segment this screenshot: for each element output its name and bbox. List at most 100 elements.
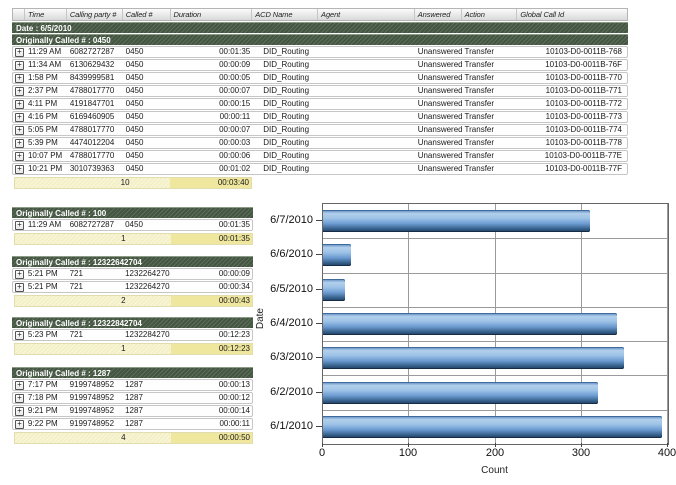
- call-row[interactable]: +9:21 PM 9199748952 1287 00:00:14: [12, 405, 253, 417]
- expand-cell: +: [13, 269, 25, 279]
- column-header-agent[interactable]: Agent: [318, 9, 415, 20]
- cell-acd-name: DID_Routing: [263, 60, 310, 69]
- cell-acd-name: DID_Routing: [263, 112, 310, 121]
- summary-spacer: [15, 178, 113, 188]
- chart-x-axis-title: Count: [481, 465, 508, 476]
- cell-called: 0450: [125, 112, 144, 121]
- cell-agent: [318, 138, 415, 148]
- expand-row-button[interactable]: +: [15, 220, 24, 230]
- originally-called-group-header: Originally Called # : 0450: [12, 34, 628, 45]
- expand-row-button[interactable]: +: [15, 60, 24, 70]
- cell-time: 4:16 PM: [27, 112, 58, 121]
- cell-called: 0450: [125, 151, 144, 160]
- chart-bar: [323, 279, 345, 301]
- cell-called: 0450: [125, 138, 144, 147]
- gridline-horizontal: [323, 273, 668, 274]
- mini-group-table: Originally Called # : 1287 +7:17 PM 919974…: [12, 366, 253, 444]
- column-header-duration[interactable]: Duration: [171, 9, 253, 20]
- cell-action: Transfer: [464, 60, 495, 69]
- call-row[interactable]: +4:16 PM 6169460905 0450 00:00:11 DID_Routin…: [12, 111, 628, 123]
- call-row[interactable]: +11:29 AM 6082727287 0450 00:01:35 DID_Routi…: [12, 46, 628, 58]
- call-row[interactable]: +1:58 PM 8439999581 0450 00:00:05 DID_Routin…: [12, 72, 628, 84]
- cell-duration: 00:01:02: [219, 164, 251, 173]
- cell-time: 1:58 PM: [27, 73, 58, 82]
- cell-duration: 00:00:34: [218, 282, 250, 291]
- call-row[interactable]: +10:07 PM 4788017770 0450 00:00:06 DID_Routi…: [12, 150, 628, 162]
- cell-called: 1287: [125, 393, 143, 402]
- column-header-expand: [13, 9, 25, 20]
- cell-calling-party: 6130629432: [69, 60, 115, 69]
- expand-cell: +: [13, 47, 25, 57]
- expand-row-button[interactable]: +: [15, 393, 24, 403]
- cell-calling-party: 721: [69, 269, 83, 278]
- mini-group-table: Originally Called # : 12322642704 +5:21 P…: [12, 255, 253, 307]
- x-axis-tick: [667, 443, 668, 447]
- column-header-answered[interactable]: Answered: [415, 9, 462, 20]
- cell-duration: 00:12:23: [218, 330, 250, 339]
- call-row[interactable]: +5:23 PM 721 12322842704 00:12:23: [12, 329, 253, 341]
- cell-agent: [318, 60, 415, 70]
- column-header-called[interactable]: Called #: [123, 9, 171, 20]
- expand-row-button[interactable]: +: [15, 380, 24, 390]
- call-row[interactable]: +7:18 PM 9199748952 1287 00:00:12: [12, 392, 253, 404]
- column-header-action[interactable]: Action: [462, 9, 518, 20]
- call-row[interactable]: +11:34 AM 6130629432 0450 00:00:09 DID_Routi…: [12, 59, 628, 71]
- expand-row-button[interactable]: +: [15, 86, 24, 96]
- cell-time: 11:34 AM: [27, 60, 62, 69]
- call-row[interactable]: +2:37 PM 4788017770 0450 00:00:07 DID_Routin…: [12, 85, 628, 97]
- call-row[interactable]: +11:29 AM 6082727287 0450 00:01:35: [12, 219, 253, 231]
- call-row[interactable]: +5:21 PM 721 12322642704 00:00:34: [12, 281, 253, 293]
- summary-total-duration: 00:12:23: [171, 344, 252, 354]
- cell-duration: 00:00:09: [218, 269, 250, 278]
- call-row[interactable]: +10:21 PM 3010739363 0450 00:01:02 DID_Routi…: [12, 163, 628, 175]
- column-header-calling-party[interactable]: Calling party #: [67, 9, 123, 20]
- expand-row-button[interactable]: +: [15, 164, 24, 174]
- call-row[interactable]: +9:22 PM 9199748952 1287 00:00:11: [12, 418, 253, 430]
- expand-row-button[interactable]: +: [15, 125, 24, 135]
- cell-duration: 00:00:11: [219, 112, 251, 121]
- x-axis-tick-label: 200: [485, 447, 505, 459]
- chart-category-label: 6/5/2010: [270, 283, 322, 295]
- table-header-row: Time Calling party # Called # Duration A…: [12, 8, 628, 21]
- summary-spacer: [15, 234, 113, 244]
- call-row[interactable]: +7:17 PM 9199748952 1287 00:00:13: [12, 379, 253, 391]
- column-header-time[interactable]: Time: [25, 9, 67, 20]
- expand-row-button[interactable]: +: [15, 73, 24, 83]
- expand-row-button[interactable]: +: [15, 112, 24, 122]
- cell-agent: [318, 86, 415, 96]
- summary-call-count: 1: [121, 234, 126, 243]
- expand-row-button[interactable]: +: [15, 406, 24, 416]
- expand-cell: +: [13, 380, 25, 390]
- cell-time: 11:29 AM: [27, 220, 62, 229]
- cell-calling-party: 721: [69, 282, 83, 291]
- call-row[interactable]: +5:05 PM 4788017770 0450 00:00:07 DID_Routin…: [12, 124, 628, 136]
- cell-time: 9:21 PM: [27, 406, 58, 415]
- chart-bar: [323, 313, 617, 335]
- cell-answered: Unanswered: [417, 60, 462, 69]
- mini-group-table: Originally Called # : 12322842704 +5:23 P…: [12, 316, 253, 355]
- cell-calling-party: 9199748952: [69, 393, 115, 402]
- cell-global-call-id: 10103-D0-0011B-770: [545, 73, 622, 82]
- cell-global-call-id: 10103-D0-0011B-77E: [544, 151, 622, 160]
- call-row[interactable]: +5:21 PM 721 12322642704 00:00:09: [12, 268, 253, 280]
- expand-row-button[interactable]: +: [15, 47, 24, 57]
- expand-row-button[interactable]: +: [15, 419, 24, 429]
- column-header-acd-name[interactable]: ACD Name: [252, 9, 319, 20]
- call-row[interactable]: +4:11 PM 4191847701 0450 00:00:15 DID_Routin…: [12, 98, 628, 110]
- expand-row-button[interactable]: +: [15, 151, 24, 161]
- call-row[interactable]: +5:39 PM 4474012204 0450 00:00:03 DID_Routin…: [12, 137, 628, 149]
- expand-row-button[interactable]: +: [15, 99, 24, 109]
- cell-time: 11:29 AM: [27, 47, 62, 56]
- expand-row-button[interactable]: +: [15, 330, 24, 340]
- expand-cell: +: [13, 164, 25, 174]
- column-header-global-call-id[interactable]: Global Call Id: [520, 10, 565, 19]
- originally-called-group-header: Originally Called # : 100: [12, 207, 253, 218]
- cell-duration: 00:00:15: [219, 99, 251, 108]
- expand-row-button[interactable]: +: [15, 282, 24, 292]
- cell-action: Transfer: [464, 151, 495, 160]
- cell-acd-name: DID_Routing: [263, 164, 310, 173]
- expand-row-button[interactable]: +: [15, 138, 24, 148]
- cell-calling-party: 9199748952: [69, 406, 115, 415]
- expand-row-button[interactable]: +: [15, 269, 24, 279]
- cell-agent: [318, 47, 415, 57]
